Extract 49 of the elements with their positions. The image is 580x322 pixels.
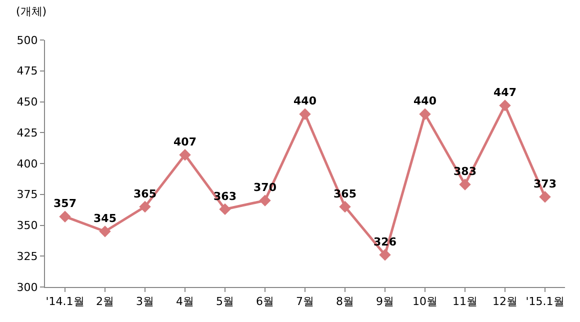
- data-label: 440: [294, 94, 317, 108]
- y-tick-label: 475: [16, 64, 38, 78]
- x-tick-label: '14.1월: [46, 295, 84, 308]
- point: [459, 178, 471, 190]
- y-tick-label: 500: [16, 34, 38, 47]
- data-label: 440: [414, 94, 437, 108]
- x-tick-label: 10월: [412, 295, 438, 308]
- y-tick-label: 425: [16, 126, 38, 140]
- data-label: 370: [254, 181, 277, 194]
- point: [339, 200, 351, 213]
- x-tick-label: 7월: [296, 295, 314, 308]
- y-tick-label: 450: [16, 96, 38, 109]
- data-label: 373: [534, 177, 556, 190]
- data-label: 326: [374, 236, 397, 249]
- point: [379, 249, 391, 261]
- data-label: 383: [454, 165, 476, 178]
- y-tick-label: 325: [16, 250, 38, 263]
- data-label: 357: [54, 197, 76, 210]
- data-label: 345: [94, 212, 116, 226]
- point: [219, 203, 231, 216]
- x-tick-label: 2월: [96, 295, 114, 308]
- point: [539, 190, 551, 203]
- data-label: 447: [494, 86, 516, 100]
- point: [299, 108, 311, 120]
- x-tick-label: 3월: [136, 295, 154, 308]
- x-tick-label: 6월: [256, 295, 274, 308]
- x-tick-label: 9월: [376, 295, 394, 308]
- data-label: 363: [214, 190, 236, 203]
- x-tick-label: 11월: [452, 295, 478, 308]
- y-tick-label: 350: [16, 219, 38, 232]
- point: [99, 226, 111, 238]
- point: [139, 200, 151, 213]
- data-label: 365: [134, 187, 156, 200]
- point: [499, 100, 511, 112]
- x-tick-label: 12월: [492, 295, 518, 308]
- y-tick-label: 400: [16, 157, 38, 170]
- x-tick-label: 4월: [176, 295, 194, 308]
- point: [259, 194, 271, 206]
- x-tick-label: '15.1월: [526, 295, 564, 308]
- data-label: 407: [174, 135, 196, 148]
- point: [419, 108, 431, 120]
- point: [179, 149, 191, 161]
- y-tick-label: 375: [16, 188, 38, 202]
- y-axis-title: (개체): [16, 5, 47, 18]
- x-tick-label: 8월: [336, 295, 354, 308]
- data-label: 365: [334, 187, 356, 200]
- x-tick-label: 5월: [216, 295, 234, 308]
- y-tick-label: 300: [16, 280, 38, 294]
- point: [59, 210, 71, 222]
